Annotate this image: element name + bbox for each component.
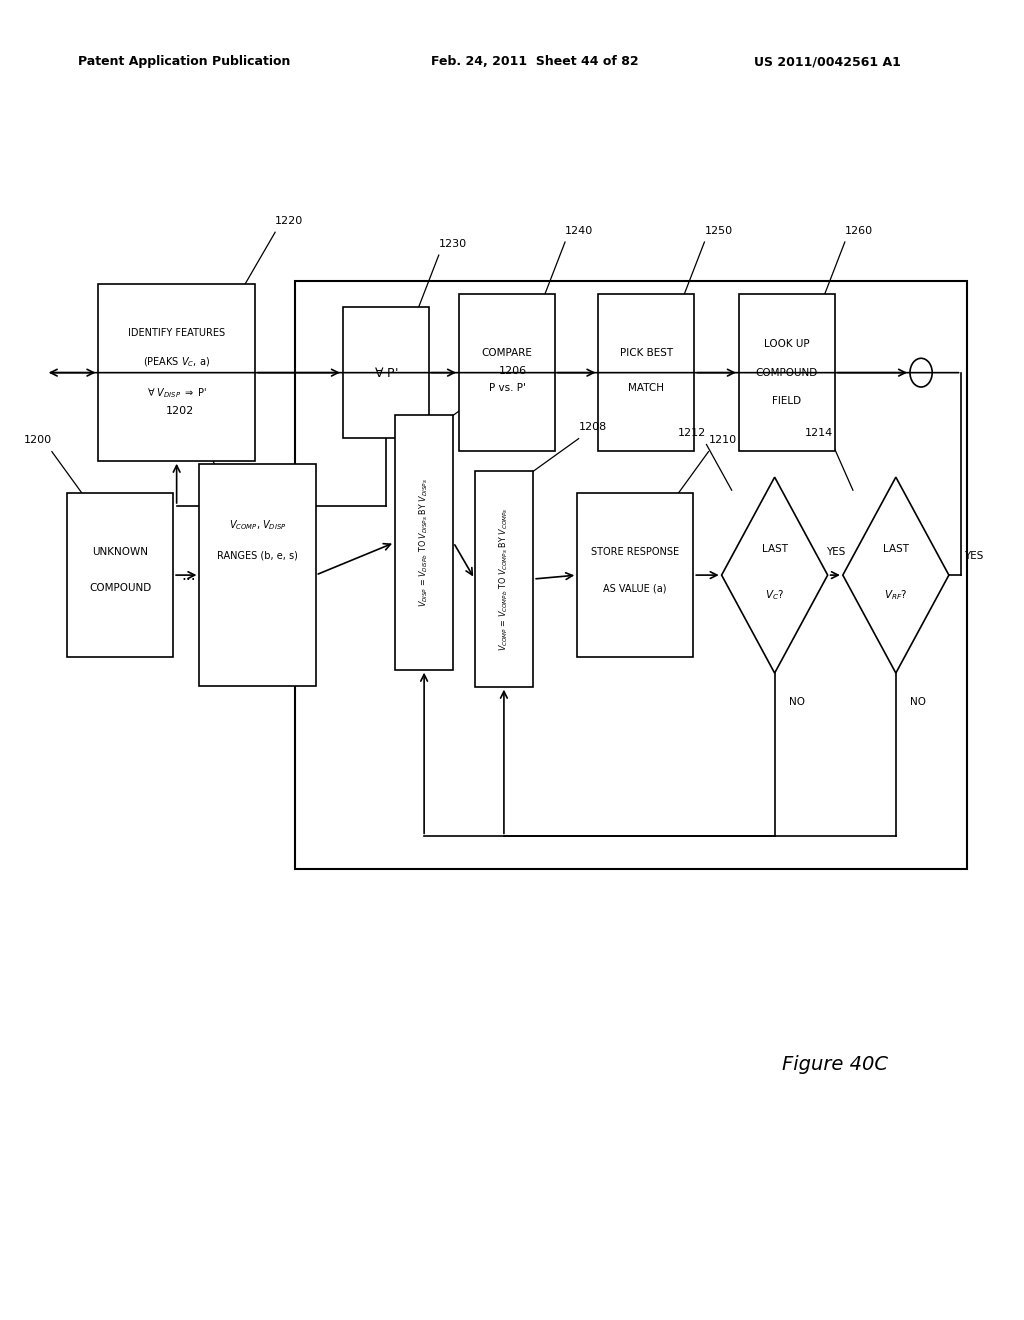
Text: 1212: 1212 (678, 428, 707, 438)
FancyBboxPatch shape (98, 285, 255, 461)
Polygon shape (722, 477, 827, 673)
Text: 1230: 1230 (438, 239, 467, 248)
Text: $\forall$ P': $\forall$ P' (374, 366, 398, 380)
FancyBboxPatch shape (67, 494, 173, 657)
Text: ...: ... (181, 568, 196, 582)
Text: $V_{COMP}$ = $V_{COMPb}$ TO $V_{COMPs}$ BY $V_{COMPs}$: $V_{COMP}$ = $V_{COMPb}$ TO $V_{COMPs}$ … (498, 507, 510, 651)
FancyBboxPatch shape (200, 465, 315, 686)
Text: $V_{COMP}$, $V_{DISP}$: $V_{COMP}$, $V_{DISP}$ (228, 519, 287, 532)
Text: 1250: 1250 (705, 226, 732, 235)
Text: Patent Application Publication: Patent Application Publication (78, 55, 290, 69)
Text: LOOK UP: LOOK UP (764, 339, 810, 348)
Text: 1208: 1208 (579, 422, 607, 432)
Text: COMPARE: COMPARE (481, 348, 532, 358)
Text: 1220: 1220 (275, 215, 303, 226)
FancyBboxPatch shape (459, 294, 555, 451)
Text: 1200: 1200 (24, 436, 52, 445)
Text: 1210: 1210 (709, 436, 736, 445)
Text: 1260: 1260 (845, 226, 872, 235)
Text: $V_{DISP}$ = $V_{DISPb}$ TO $V_{DISPs}$ BY $V_{DISPs}$: $V_{DISP}$ = $V_{DISPb}$ TO $V_{DISPs}$ … (418, 478, 430, 607)
Text: NO: NO (910, 697, 926, 706)
Text: RANGES (b, e, s): RANGES (b, e, s) (217, 550, 298, 561)
Text: PICK BEST: PICK BEST (620, 348, 673, 358)
Text: MATCH: MATCH (629, 383, 665, 393)
FancyBboxPatch shape (598, 294, 694, 451)
Text: US 2011/0042561 A1: US 2011/0042561 A1 (755, 55, 901, 69)
Text: NO: NO (788, 697, 805, 706)
Text: YES: YES (825, 546, 845, 557)
Text: STORE RESPONSE: STORE RESPONSE (591, 546, 679, 557)
Text: 1202: 1202 (166, 405, 195, 416)
Text: $\forall$ $V_{DISP}$ $\Rightarrow$ P': $\forall$ $V_{DISP}$ $\Rightarrow$ P' (146, 387, 207, 400)
Text: (PEAKS $V_C$, a): (PEAKS $V_C$, a) (143, 355, 210, 370)
FancyBboxPatch shape (578, 494, 693, 657)
Text: FIELD: FIELD (772, 396, 802, 407)
Text: $V_{RF}$?: $V_{RF}$? (884, 587, 907, 602)
Text: Figure 40C: Figure 40C (782, 1056, 888, 1074)
Text: UNKNOWN: UNKNOWN (92, 546, 148, 557)
Text: $V_C$?: $V_C$? (765, 587, 784, 602)
Text: P vs. P': P vs. P' (488, 383, 525, 393)
Text: COMPOUND: COMPOUND (89, 583, 152, 593)
Text: LAST: LAST (762, 544, 787, 554)
Text: IDENTIFY FEATURES: IDENTIFY FEATURES (128, 329, 225, 338)
FancyBboxPatch shape (738, 294, 835, 451)
Text: 1206: 1206 (499, 366, 527, 376)
Text: LAST: LAST (883, 544, 909, 554)
Polygon shape (843, 477, 949, 673)
Text: 1214: 1214 (805, 428, 833, 438)
Text: COMPOUND: COMPOUND (756, 368, 818, 378)
FancyBboxPatch shape (475, 471, 534, 686)
FancyBboxPatch shape (343, 308, 429, 438)
Text: AS VALUE (a): AS VALUE (a) (603, 583, 667, 593)
FancyBboxPatch shape (395, 414, 454, 669)
Text: Feb. 24, 2011  Sheet 44 of 82: Feb. 24, 2011 Sheet 44 of 82 (431, 55, 639, 69)
Text: YES: YES (964, 550, 983, 561)
Text: 1240: 1240 (565, 226, 593, 235)
